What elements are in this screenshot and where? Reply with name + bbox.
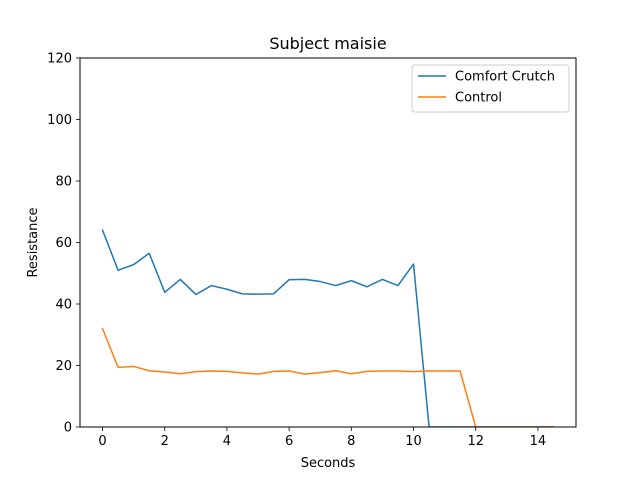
x-tick-label: 4 bbox=[223, 434, 231, 449]
y-tick-label: 100 bbox=[47, 113, 72, 128]
y-tick-label: 80 bbox=[55, 175, 72, 190]
x-tick-label: 6 bbox=[285, 434, 293, 449]
chart-title: Subject maisie bbox=[269, 34, 386, 53]
y-axis-label: Resistance bbox=[26, 207, 41, 277]
series-line-comfort-crutch bbox=[101, 229, 555, 427]
y-tick-label: 20 bbox=[55, 359, 72, 374]
y-tick-label: 0 bbox=[64, 421, 72, 436]
y-tick-label: 40 bbox=[55, 298, 72, 313]
x-tick-label: 8 bbox=[347, 434, 355, 449]
x-tick-label: 0 bbox=[98, 434, 106, 449]
legend: Comfort Crutch Control bbox=[411, 64, 570, 113]
legend-label-comfort-crutch: Comfort Crutch bbox=[455, 70, 555, 85]
x-tick-label: 12 bbox=[467, 434, 484, 449]
y-axis-ticks: 0 20 40 60 80 100 120 bbox=[47, 52, 80, 436]
y-tick-label: 60 bbox=[55, 236, 72, 251]
x-axis-ticks: 0 2 4 6 8 10 12 14 bbox=[98, 427, 546, 449]
x-tick-label: 14 bbox=[530, 434, 547, 449]
x-tick-label: 2 bbox=[161, 434, 169, 449]
series-layer bbox=[101, 229, 555, 427]
series-line-control bbox=[101, 327, 555, 427]
x-tick-label: 10 bbox=[405, 434, 422, 449]
y-tick-label: 120 bbox=[47, 52, 72, 67]
legend-label-control: Control bbox=[455, 91, 502, 106]
legend-box bbox=[411, 64, 570, 113]
x-axis-label: Seconds bbox=[301, 456, 356, 471]
